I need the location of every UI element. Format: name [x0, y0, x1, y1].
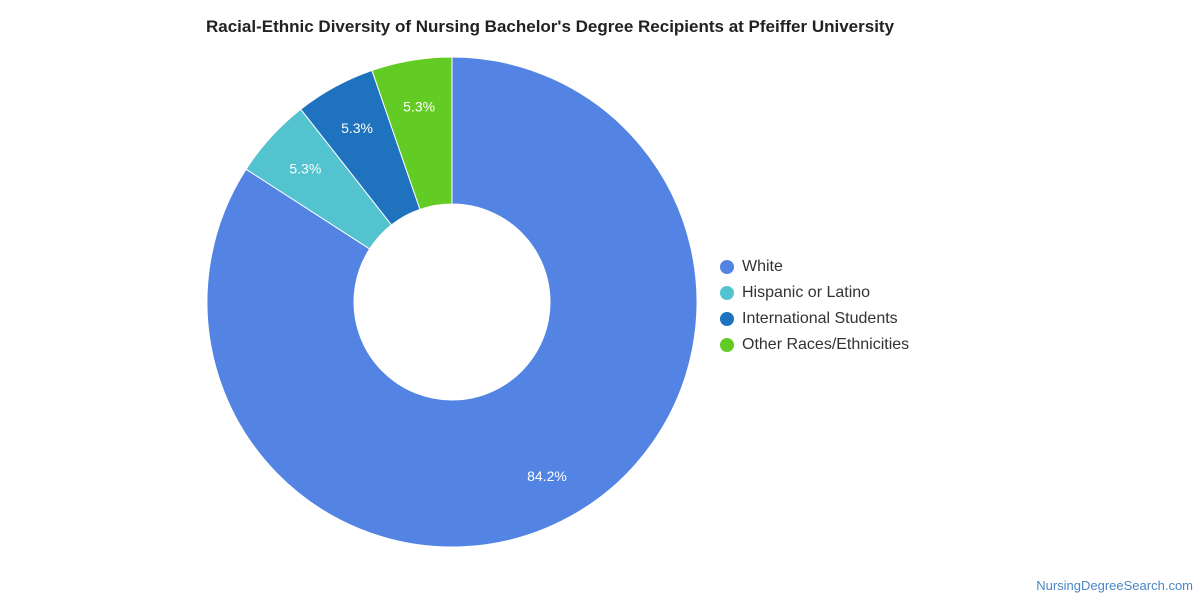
legend-swatch-other-races-ethnicities [720, 338, 734, 352]
legend-swatch-white [720, 260, 734, 274]
legend-label-international-students: International Students [742, 310, 898, 327]
legend-item-hispanic-or-latino[interactable]: Hispanic or Latino [720, 280, 909, 306]
chart-legend: White Hispanic or Latino International S… [720, 254, 909, 358]
donut-slices [206, 56, 698, 548]
donut-slice-other-races-ethnicities[interactable] [371, 56, 453, 211]
site-watermark-link[interactable]: NursingDegreeSearch.com [1036, 578, 1193, 593]
legend-label-hispanic-or-latino: Hispanic or Latino [742, 284, 871, 301]
slice-label-international-students: 5.3% [341, 120, 373, 136]
slice-label-other-races-ethnicities: 5.3% [403, 98, 435, 114]
slice-label-hispanic-or-latino: 5.3% [289, 160, 321, 176]
legend-swatch-hispanic-or-latino [720, 286, 734, 300]
chart-title: Racial-Ethnic Diversity of Nursing Bache… [206, 17, 895, 36]
donut-slice-labels: 84.2% 5.3% 5.3% 5.3% [289, 98, 566, 484]
legend-label-other-races-ethnicities: Other Races/Ethnicities [742, 336, 910, 353]
slice-label-white: 84.2% [527, 468, 567, 484]
legend-item-other-races-ethnicities[interactable]: Other Races/Ethnicities [720, 332, 909, 358]
legend-item-international-students[interactable]: International Students [720, 306, 909, 332]
legend-label-white: White [742, 258, 783, 275]
legend-item-white[interactable]: White [720, 254, 909, 280]
legend-swatch-international-students [720, 312, 734, 326]
donut-slice-white[interactable] [206, 56, 698, 548]
